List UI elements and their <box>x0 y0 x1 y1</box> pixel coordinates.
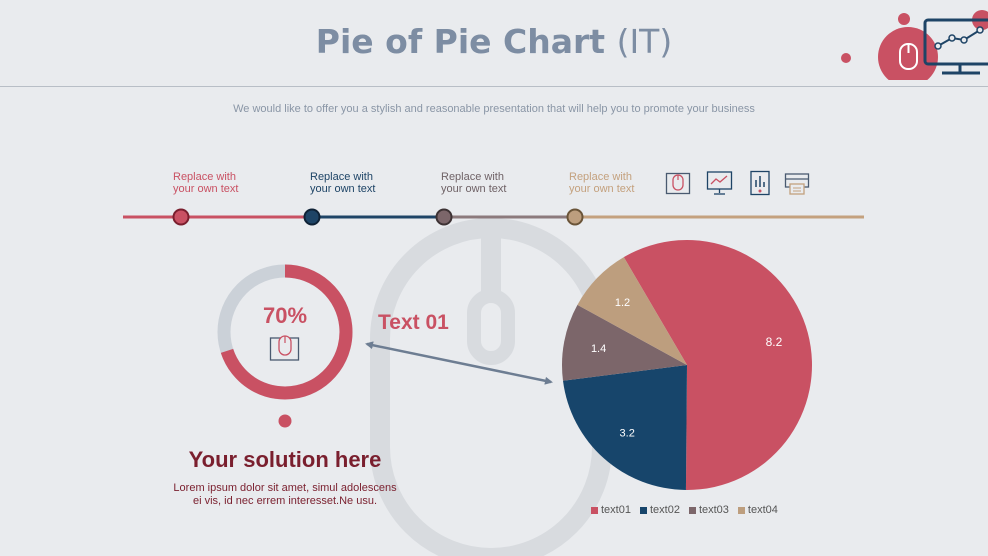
timeline-step-1-line2: your own text <box>173 183 239 195</box>
donut-progress-arc <box>220 264 353 400</box>
timeline-step-2-line2: your own text <box>310 183 376 195</box>
legend-label: text02 <box>649 504 680 516</box>
donut-marker-dot <box>278 414 292 428</box>
legend-item-text02: text02 <box>639 504 680 516</box>
solution-body-line2: ei vis, id nec errem interesset.Ne usu. <box>192 495 378 507</box>
mouse-icon <box>665 172 691 195</box>
legend-item-text01: text01 <box>591 504 631 516</box>
title-divider <box>0 86 988 87</box>
pie-slice-text02 <box>562 365 687 490</box>
legend-swatch <box>591 506 598 514</box>
progress-donut <box>217 264 353 400</box>
timeline-step-3: Replace with your own text <box>441 171 506 195</box>
chart-legend: text01 text02 text03 text04 <box>591 504 778 516</box>
pie-data-label-text03: 1.4 <box>591 343 606 355</box>
legend-label: text03 <box>698 504 729 516</box>
legend-label: text04 <box>747 504 778 516</box>
donut-mouse-icon <box>269 335 300 361</box>
page-title-main: Pie of Pie Chart <box>315 22 606 61</box>
solution-title: Your solution here <box>188 447 382 472</box>
timeline-step-4: Replace with your own text <box>569 171 634 195</box>
legend-label: text01 <box>601 504 631 516</box>
timeline-step-4-line1: Replace with <box>569 171 632 183</box>
document-chart-icon <box>750 170 770 196</box>
printer-icon <box>784 173 810 195</box>
callout-label: Text 01 <box>378 311 449 334</box>
timeline-node-3 <box>435 208 453 226</box>
timeline-node-2 <box>303 208 321 226</box>
timeline-step-3-line1: Replace with <box>441 171 504 183</box>
timeline-node-1 <box>172 208 190 226</box>
pie-data-label-text02: 3.2 <box>620 427 635 439</box>
donut-percent-label: 70% <box>262 303 308 328</box>
monitor-chart-icon <box>706 171 733 195</box>
header-decoration-icon <box>841 10 988 80</box>
solution-body: Lorem ipsum dolor sit amet, simul adoles… <box>160 482 410 508</box>
timeline-step-2: Replace with your own text <box>310 171 375 195</box>
timeline-step-1: Replace with your own text <box>173 171 238 195</box>
pie-data-label-text01: 8.2 <box>766 335 783 349</box>
pie-slice-text03 <box>562 304 687 381</box>
legend-swatch <box>688 506 696 514</box>
timeline-step-3-line2: your own text <box>441 183 507 195</box>
legend-swatch <box>639 506 647 514</box>
page-title: Pie of Pie Chart (IT) <box>0 22 988 61</box>
solution-body-line1: Lorem ipsum dolor sit amet, simul adoles… <box>173 482 397 494</box>
pie-slice-text04 <box>577 257 687 365</box>
legend-item-text03: text03 <box>688 504 729 516</box>
timeline-step-4-line2: your own text <box>569 183 635 195</box>
legend-swatch <box>737 506 745 514</box>
legend-item-text04: text04 <box>737 504 778 516</box>
pie-slice-text01 <box>623 240 813 491</box>
timeline-node-4 <box>566 208 584 226</box>
page-subtitle: We would like to offer you a stylish and… <box>233 103 755 115</box>
timeline-step-2-line1: Replace with <box>310 171 373 183</box>
page-title-paren: (IT) <box>616 22 673 61</box>
pie-data-label-text04: 1.2 <box>615 297 630 309</box>
timeline <box>123 208 864 226</box>
timeline-step-1-line1: Replace with <box>173 171 236 183</box>
